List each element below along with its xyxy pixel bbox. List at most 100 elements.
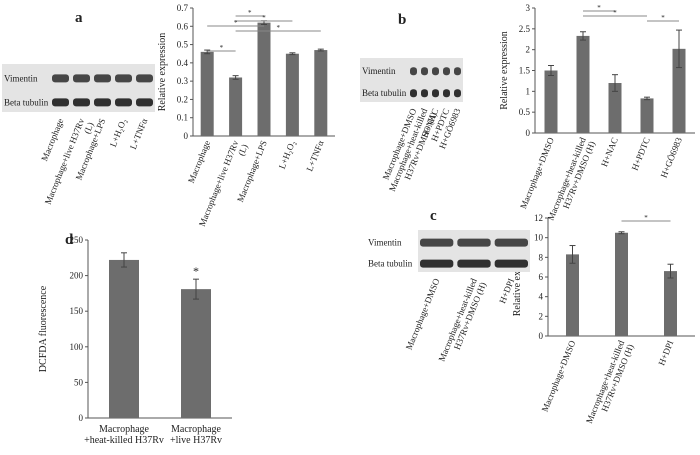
- blot-band: [421, 67, 428, 76]
- error-bar: [667, 263, 674, 279]
- error-bar: [612, 74, 618, 92]
- y-tick-label: 1.5: [519, 66, 531, 76]
- y-tick-label: 0: [539, 331, 544, 341]
- error-bar: [569, 245, 576, 264]
- y-tick-label: 1: [526, 86, 531, 96]
- significance-label: *: [613, 9, 617, 17]
- lane-label: L+H₂O₂: [108, 117, 128, 148]
- bar: [544, 70, 558, 133]
- blot-band: [457, 259, 491, 268]
- x-tick-label: H+GÖ6983: [659, 136, 684, 180]
- x-tick-label: L+TNFα: [304, 139, 325, 173]
- y-tick-label: 0.5: [177, 40, 189, 50]
- error-bar: [121, 252, 127, 268]
- error-bar: [317, 48, 324, 52]
- y-tick-label: 3: [526, 3, 531, 13]
- blot-label: Vimentin: [368, 238, 402, 248]
- panel-letter: d: [65, 232, 74, 248]
- x-tick-label: Macrophage: [186, 139, 212, 184]
- x-tick-label: Macrophage+DMSO: [540, 339, 578, 414]
- blot-band: [94, 98, 111, 107]
- significance-label: *: [597, 4, 601, 12]
- lane-label: Macrophage+DMSO: [404, 277, 442, 352]
- blot-label: Vimentin: [4, 73, 38, 83]
- y-tick-label: 4: [539, 292, 544, 302]
- blot-band: [94, 74, 111, 83]
- error-bar: [232, 75, 239, 80]
- x-tick-label: H+PDTC: [630, 136, 652, 172]
- bar: [200, 51, 214, 137]
- blot-band: [420, 238, 454, 247]
- y-tick-label: 8: [539, 252, 544, 262]
- y-tick-label: 12: [534, 213, 543, 223]
- y-tick-label: 0.5: [519, 107, 531, 117]
- y-tick-label: 0.4: [177, 58, 189, 68]
- x-tick-label: Macrophage+DMSO: [518, 136, 556, 211]
- significance-label: *: [193, 264, 199, 278]
- y-tick-label: 250: [70, 235, 84, 245]
- blot-band: [52, 74, 69, 83]
- x-tick-label: L+H₂O₂: [277, 139, 297, 170]
- y-tick-label: 100: [70, 342, 84, 352]
- significance-label: *: [220, 44, 224, 52]
- blot-band: [115, 74, 132, 83]
- y-tick-label: 0.6: [177, 21, 189, 31]
- blot-band: [52, 98, 69, 107]
- lane-label: Macrophage+heat-killedH37Rv+DMSO (H): [436, 277, 488, 367]
- blot-label: Vimentin: [362, 66, 396, 76]
- x-tick-label: Macrophage +live H37Rv: [170, 424, 222, 446]
- blot-band: [420, 259, 454, 268]
- error-bar: [289, 52, 296, 56]
- significance-label: *: [262, 14, 266, 22]
- y-tick-label: 0.7: [177, 3, 189, 13]
- x-tick-label: Macrophage+heat-killedH37Rv+DMSO (H): [545, 136, 597, 226]
- y-tick-label: 0.3: [177, 76, 189, 86]
- significance-label: *: [661, 14, 665, 22]
- y-tick-label: 2: [539, 311, 544, 321]
- blot-band: [443, 89, 450, 98]
- error-bar: [193, 278, 199, 300]
- y-tick-label: 2: [526, 45, 531, 55]
- y-tick-label: 0: [79, 413, 84, 423]
- blot-band: [432, 67, 439, 76]
- blot-band: [115, 98, 132, 107]
- bar: [257, 22, 271, 136]
- bar: [576, 35, 590, 133]
- blot-band: [136, 74, 153, 83]
- y-tick-label: 6: [539, 272, 544, 282]
- error-bar: [580, 31, 586, 41]
- blot-label: Beta tubulin: [4, 97, 49, 107]
- y-axis-label: Relative expression: [512, 238, 523, 317]
- y-axis-label: Relative expression: [499, 31, 510, 110]
- bar: [181, 289, 211, 418]
- bar: [566, 254, 579, 336]
- bar: [314, 50, 328, 136]
- blot-band: [136, 98, 153, 107]
- panel-letter: b: [398, 12, 406, 28]
- y-tick-label: 0.1: [177, 113, 188, 123]
- bar: [229, 77, 243, 136]
- y-tick-label: 200: [70, 271, 84, 281]
- bar: [640, 98, 654, 133]
- blot-band: [421, 89, 428, 98]
- significance-label: *: [248, 9, 252, 17]
- significance-label: *: [644, 214, 648, 222]
- panel-letter: a: [75, 10, 83, 26]
- x-tick-label: Macrophage+heat-killedH37Rv+DMSO (H): [584, 339, 636, 429]
- blot-band: [73, 98, 90, 107]
- y-tick-label: 0: [526, 128, 531, 138]
- y-tick-label: 10: [534, 233, 544, 243]
- y-axis-label: DCFDA fluorescence: [38, 285, 49, 372]
- y-tick-label: 2.5: [519, 24, 531, 34]
- y-tick-label: 0.2: [177, 94, 188, 104]
- y-tick-label: 150: [70, 306, 84, 316]
- blot-band: [494, 259, 528, 268]
- panel-letter: c: [430, 208, 437, 224]
- significance-label: *: [234, 19, 238, 27]
- bar: [285, 53, 299, 136]
- bar: [608, 83, 622, 133]
- lane-label: L+TNFα: [128, 117, 149, 151]
- bar: [664, 271, 677, 336]
- x-tick-label: Macrophage +heat-killed H37Rv: [84, 424, 164, 446]
- error-bar: [676, 29, 682, 69]
